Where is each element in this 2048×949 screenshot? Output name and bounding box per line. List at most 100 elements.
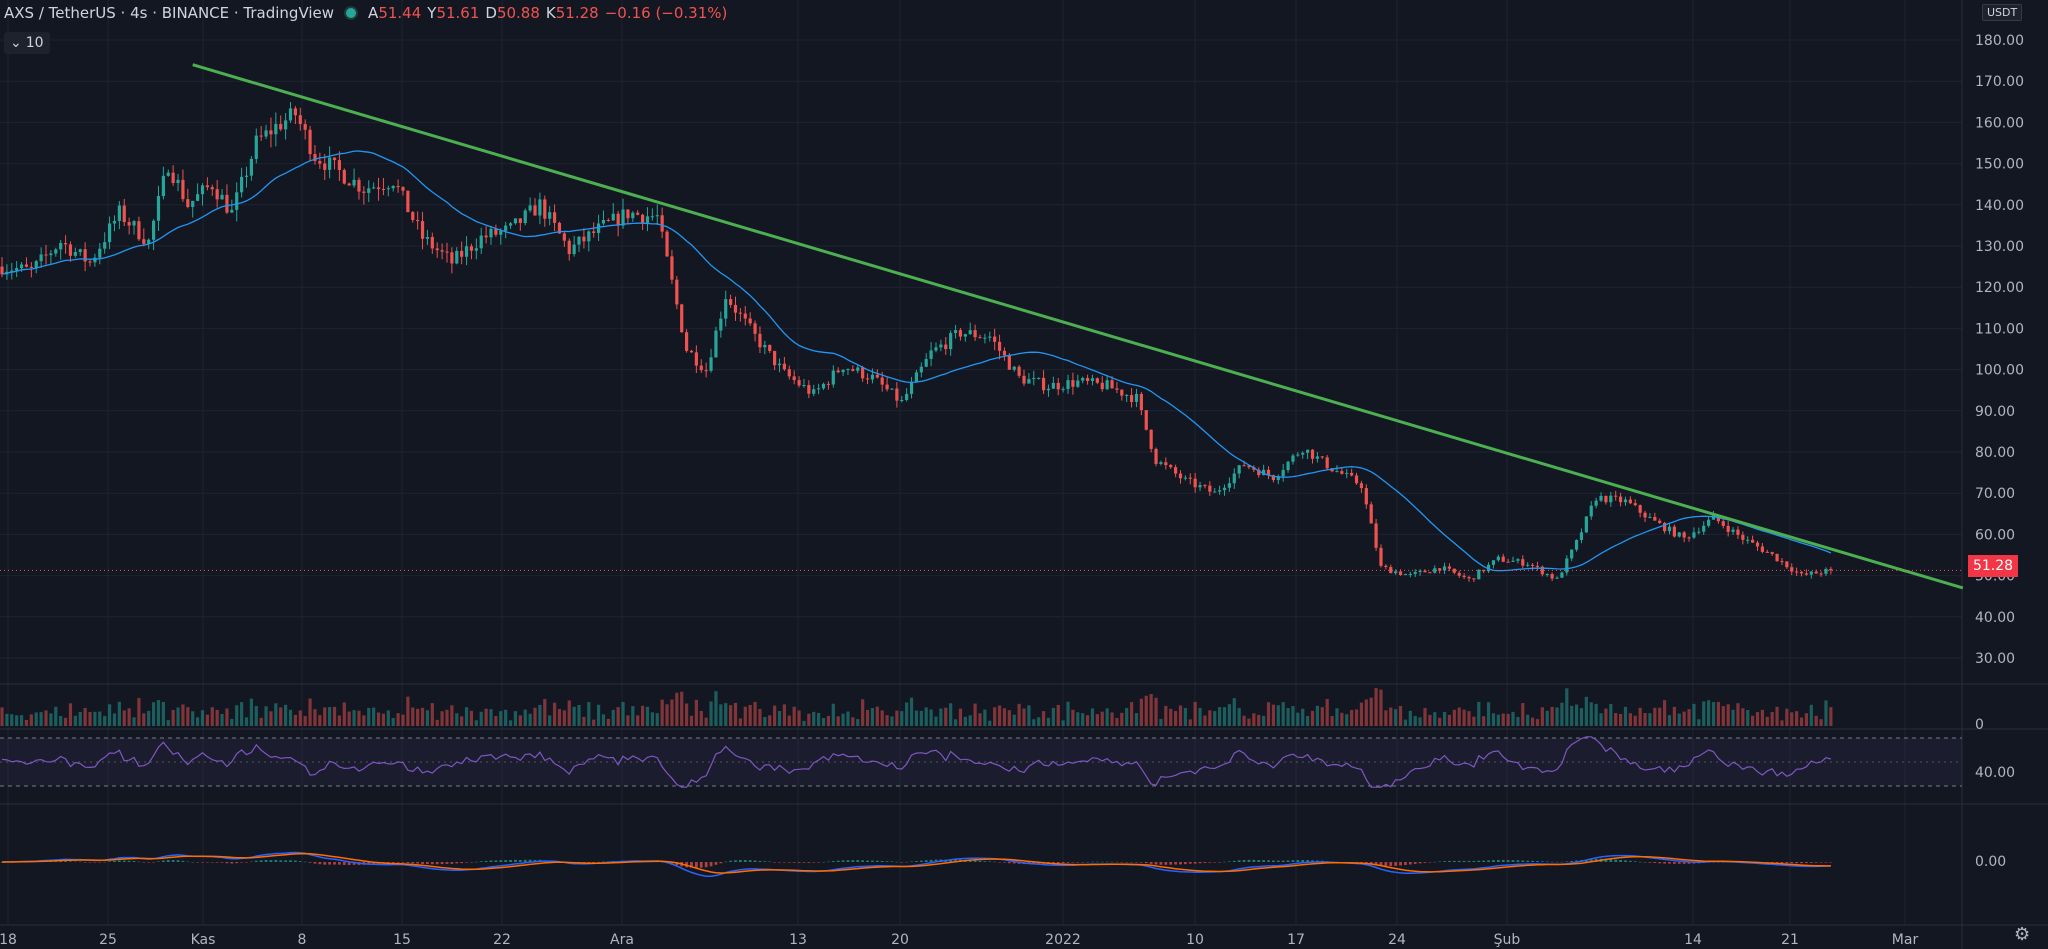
- candle-body-43: [210, 187, 214, 190]
- volume-bar-100: [489, 709, 493, 726]
- macd-hist-162: [792, 862, 796, 863]
- macd-hist-61: [298, 861, 302, 862]
- volume-bar-245: [1198, 707, 1202, 726]
- volume-bar-273: [1335, 708, 1339, 726]
- volume-bar-161: [787, 715, 791, 726]
- candle-body-247: [1208, 485, 1212, 492]
- candle-body-77: [376, 187, 381, 190]
- volume-bar-9: [44, 710, 48, 726]
- candle-body-203: [993, 336, 997, 342]
- volume-bar-195: [953, 719, 958, 726]
- candle-body-128: [626, 209, 630, 219]
- candle-body-40: [196, 194, 200, 201]
- candle-body-96: [469, 246, 474, 251]
- macd-hist-321: [1570, 860, 1574, 862]
- candle-body-186: [909, 382, 914, 394]
- candle-body-218: [1066, 380, 1070, 389]
- candle-body-347: [1697, 531, 1701, 533]
- indicator-collapse-button[interactable]: ⌄ 10: [4, 32, 50, 54]
- candle-body-249: [1218, 490, 1222, 492]
- candle-body-290: [1418, 570, 1422, 573]
- candle-body-365: [1785, 561, 1789, 568]
- volume-bar-330: [1614, 713, 1618, 726]
- candle-body-162: [792, 376, 796, 381]
- high-label: Y: [427, 4, 437, 22]
- macd-hist-153: [748, 860, 752, 862]
- macd-hist-39: [191, 861, 195, 863]
- candle-body-277: [1354, 475, 1359, 484]
- volume-bar-6: [29, 714, 33, 726]
- candle-body-198: [968, 330, 972, 335]
- volume-bar-22: [107, 704, 112, 726]
- macd-hist-30: [147, 862, 151, 863]
- volume-bar-92: [450, 705, 454, 726]
- macd-hist-345: [1687, 862, 1691, 864]
- macd-hist-99: [484, 860, 488, 862]
- time-tick-label-13: Şub: [1494, 932, 1521, 948]
- volume-bar-4: [19, 715, 24, 726]
- volume-bar-203: [993, 707, 997, 726]
- candle-body-165: [807, 385, 811, 394]
- candle-body-253: [1237, 465, 1241, 474]
- gear-icon[interactable]: ⚙: [2014, 924, 2031, 945]
- volume-bar-204: [997, 705, 1002, 726]
- volume-bar-137: [670, 699, 674, 726]
- macd-hist-330: [1614, 859, 1618, 862]
- currency-select[interactable]: USDT: [1982, 4, 2023, 21]
- volume-bar-310: [1516, 717, 1520, 726]
- candle-body-9: [44, 254, 48, 256]
- price-tick-label-7: 100.00: [1975, 363, 2024, 379]
- macd-hist-178: [871, 860, 874, 862]
- volume-bar-266: [1301, 708, 1305, 726]
- volume-bar-118: [577, 705, 581, 726]
- volume-bar-87: [425, 710, 430, 726]
- volume-bar-343: [1677, 713, 1681, 726]
- candle-body-276: [1350, 472, 1354, 476]
- macd-hist-156: [763, 861, 767, 862]
- volume-bar-221: [1081, 713, 1085, 726]
- volume-bar-14: [68, 703, 73, 726]
- symbol-legend: AXS / TetherUS · 4s · BINANCE · TradingV…: [4, 4, 727, 22]
- volume-bar-96: [469, 710, 474, 726]
- candle-body-78: [381, 189, 386, 191]
- macd-hist-51: [249, 861, 253, 863]
- volume-bar-333: [1628, 713, 1632, 726]
- volume-bar-227: [1110, 712, 1114, 726]
- volume-bar-367: [1795, 711, 1799, 726]
- candle-body-137: [670, 256, 674, 280]
- macd-hist-224: [1095, 861, 1099, 863]
- time-tick-label-0: 18: [0, 932, 17, 948]
- volume-bar-334: [1633, 715, 1637, 726]
- volume-bar-373: [1824, 700, 1828, 726]
- macd-hist-364: [1780, 862, 1784, 864]
- candle-body-179: [875, 374, 879, 378]
- candle-body-114: [557, 222, 562, 234]
- macd-hist-303: [1482, 860, 1486, 862]
- volume-bar-58: [284, 704, 288, 726]
- volume-bar-277: [1354, 709, 1359, 726]
- volume-bar-54: [264, 706, 268, 726]
- candle-body-188: [919, 366, 923, 373]
- candle-body-80: [391, 186, 395, 189]
- candle-body-10: [49, 253, 53, 256]
- volume-bar-356: [1741, 708, 1745, 726]
- volume-bar-160: [782, 704, 786, 726]
- candle-body-352: [1721, 521, 1725, 526]
- candle-body-55: [269, 130, 273, 135]
- macd-hist-76: [372, 862, 376, 865]
- candle-body-349: [1707, 519, 1711, 526]
- candle-body-13: [63, 243, 68, 245]
- volume-bar-271: [1325, 698, 1329, 726]
- volume-bar-170: [831, 703, 835, 726]
- candle-body-228: [1115, 388, 1119, 390]
- volume-bar-149: [729, 705, 733, 726]
- volume-bar-57: [279, 707, 283, 726]
- candle-body-105: [513, 218, 518, 224]
- price-tick-label-10: 130.00: [1975, 239, 2024, 255]
- volume-bar-26: [127, 708, 131, 726]
- volume-bar-136: [665, 704, 669, 726]
- macd-hist-122: [597, 861, 600, 863]
- volume-bar-31: [151, 702, 156, 726]
- symbol-title[interactable]: AXS / TetherUS · 4s · BINANCE · TradingV…: [4, 4, 335, 22]
